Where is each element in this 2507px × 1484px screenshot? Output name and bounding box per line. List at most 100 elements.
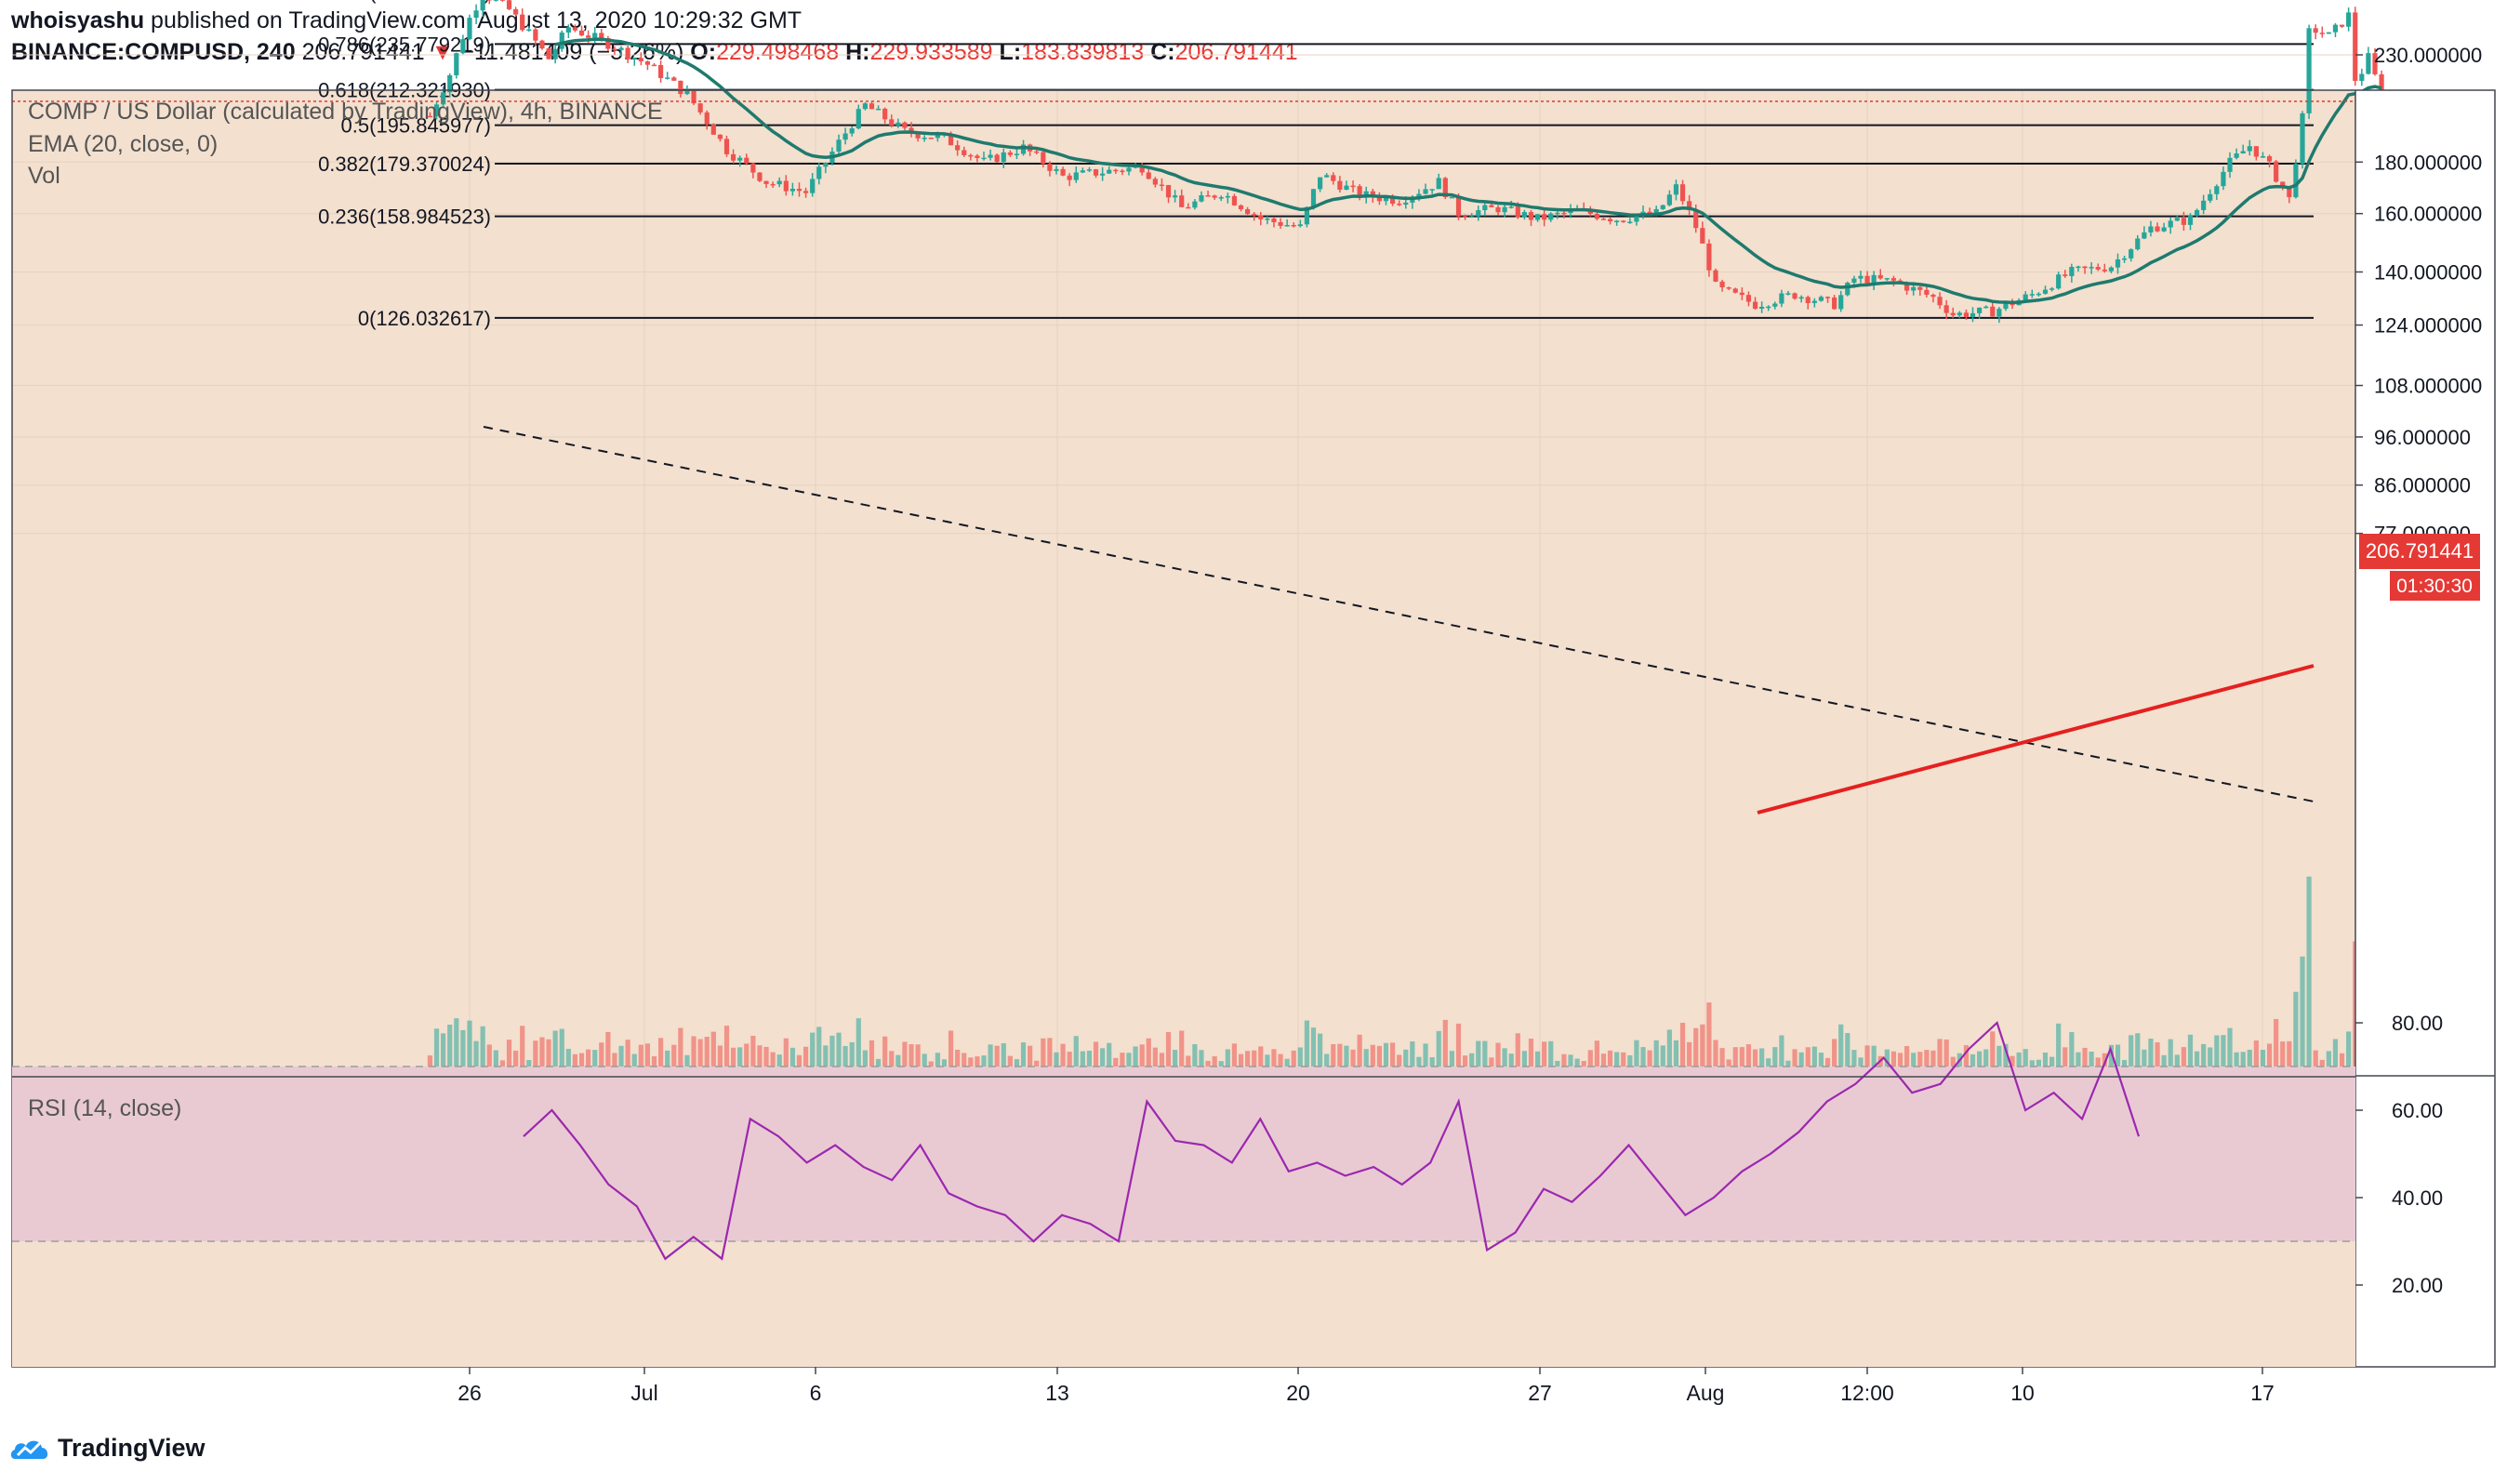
volume-bar (1607, 1050, 1613, 1074)
candle-body (1832, 297, 1837, 310)
candle-body (704, 112, 710, 125)
volume-bar (1660, 1045, 1665, 1074)
volume-bar (1139, 1044, 1145, 1074)
time-tick-label: 17 (2250, 1381, 2275, 1405)
volume-bar (803, 1046, 809, 1074)
volume-bar (572, 1053, 578, 1074)
volume-bar (1713, 1040, 1718, 1074)
candle-body (513, 8, 519, 15)
candle-body (1607, 219, 1613, 221)
time-tick-label: 20 (1286, 1381, 1310, 1405)
volume-bar (2129, 1035, 2134, 1074)
price-pane[interactable] (12, 90, 2355, 1076)
candle-body (2161, 227, 2167, 232)
candle-body (1173, 195, 1178, 198)
volume-bar (520, 1026, 525, 1074)
candle-body (447, 74, 453, 93)
candle-body (697, 103, 703, 113)
candle-body (2102, 269, 2107, 272)
volume-bar (1152, 1047, 1158, 1074)
vol-legend: Vol (28, 163, 60, 189)
candle-body (1252, 214, 1257, 216)
volume-bar (1001, 1042, 1006, 1074)
candle-body (1752, 301, 1758, 309)
candle-body (2234, 153, 2239, 158)
volume-bar (2142, 1049, 2147, 1074)
price-tick-label: 160.000000 (2374, 203, 2482, 226)
ascending-support-line[interactable] (1757, 664, 2315, 815)
candle-body (2353, 12, 2358, 81)
volume-bar (1752, 1049, 1758, 1074)
volume-bar (2010, 1055, 2015, 1074)
tradingview-logo[interactable]: TradingView (9, 1434, 206, 1463)
candle-body (2240, 151, 2246, 154)
time-tick-label: 6 (810, 1381, 822, 1405)
symbol-label[interactable]: BINANCE:COMPUSD, 240 (11, 39, 296, 65)
candle-body (789, 189, 795, 192)
volume-bar (1054, 1052, 1059, 1074)
candle-body (1792, 293, 1797, 299)
volume-bar (1700, 1024, 1705, 1074)
volume-bar (849, 1041, 855, 1074)
descending-trendline[interactable] (483, 426, 2315, 802)
volume-bar (2201, 1043, 2207, 1074)
candle-body (1673, 184, 1679, 195)
candle-body (1911, 286, 1917, 291)
volume-bar (862, 1050, 868, 1074)
candle-body (2095, 267, 2101, 270)
candle-body (723, 139, 730, 154)
candle-body (849, 128, 855, 134)
candle-body (1350, 185, 1356, 188)
volume-bar (1759, 1048, 1765, 1074)
candle-body (823, 163, 829, 167)
candle-body (836, 139, 842, 152)
volume-bar (2148, 1039, 2154, 1074)
volume-bar (2003, 1043, 2009, 1074)
volume-bar (922, 1053, 927, 1074)
volume-bar (513, 1050, 519, 1074)
candle-body (1001, 152, 1006, 163)
volume-bar (1851, 1050, 1857, 1074)
volume-bar (1442, 1019, 1448, 1074)
candle-body (1389, 197, 1396, 205)
candle-body (2300, 113, 2305, 165)
candle-body (994, 154, 1000, 163)
volume-bar (1133, 1046, 1138, 1074)
candle-body (776, 180, 782, 185)
candle-body (842, 133, 848, 140)
candle-body (1621, 220, 1626, 222)
candle-body (1120, 170, 1125, 173)
volume-bar (829, 1035, 835, 1074)
volume-bar (968, 1057, 974, 1074)
volume-bar (1423, 1043, 1428, 1074)
volume-bar (882, 1036, 888, 1074)
candle-body (862, 103, 868, 110)
volume-bar (1996, 1045, 2002, 1074)
candle-body (644, 61, 651, 65)
candle-body (710, 124, 716, 135)
candle-body (2372, 53, 2378, 74)
volume-bar (467, 1020, 472, 1074)
volume-bar (1521, 1051, 1527, 1074)
volume-bar (723, 1026, 730, 1074)
volume-bar (909, 1044, 914, 1074)
volume-bar (1007, 1055, 1013, 1074)
volume-bar (1416, 1056, 1422, 1074)
candle-body (1904, 283, 1910, 291)
time-axis[interactable]: 26 Jul 6 13 20 27 Aug 12:00 10 17 (458, 1367, 2275, 1405)
candle-body (757, 172, 763, 181)
volume-bar (618, 1045, 624, 1074)
volume-bar (2221, 1035, 2226, 1074)
publisher-name[interactable]: whoisyashu (11, 7, 145, 33)
candle-body (658, 64, 664, 78)
volume-bar (1469, 1053, 1475, 1074)
volume-bar (533, 1040, 538, 1074)
candle-body (1930, 294, 1936, 298)
candle-body (1231, 195, 1238, 205)
current-price-label: 206.791441 (2366, 539, 2474, 563)
volume-bar (1370, 1044, 1375, 1074)
volume-bar (955, 1049, 961, 1074)
volume-bar (473, 1040, 479, 1074)
candle-body (1732, 288, 1738, 293)
